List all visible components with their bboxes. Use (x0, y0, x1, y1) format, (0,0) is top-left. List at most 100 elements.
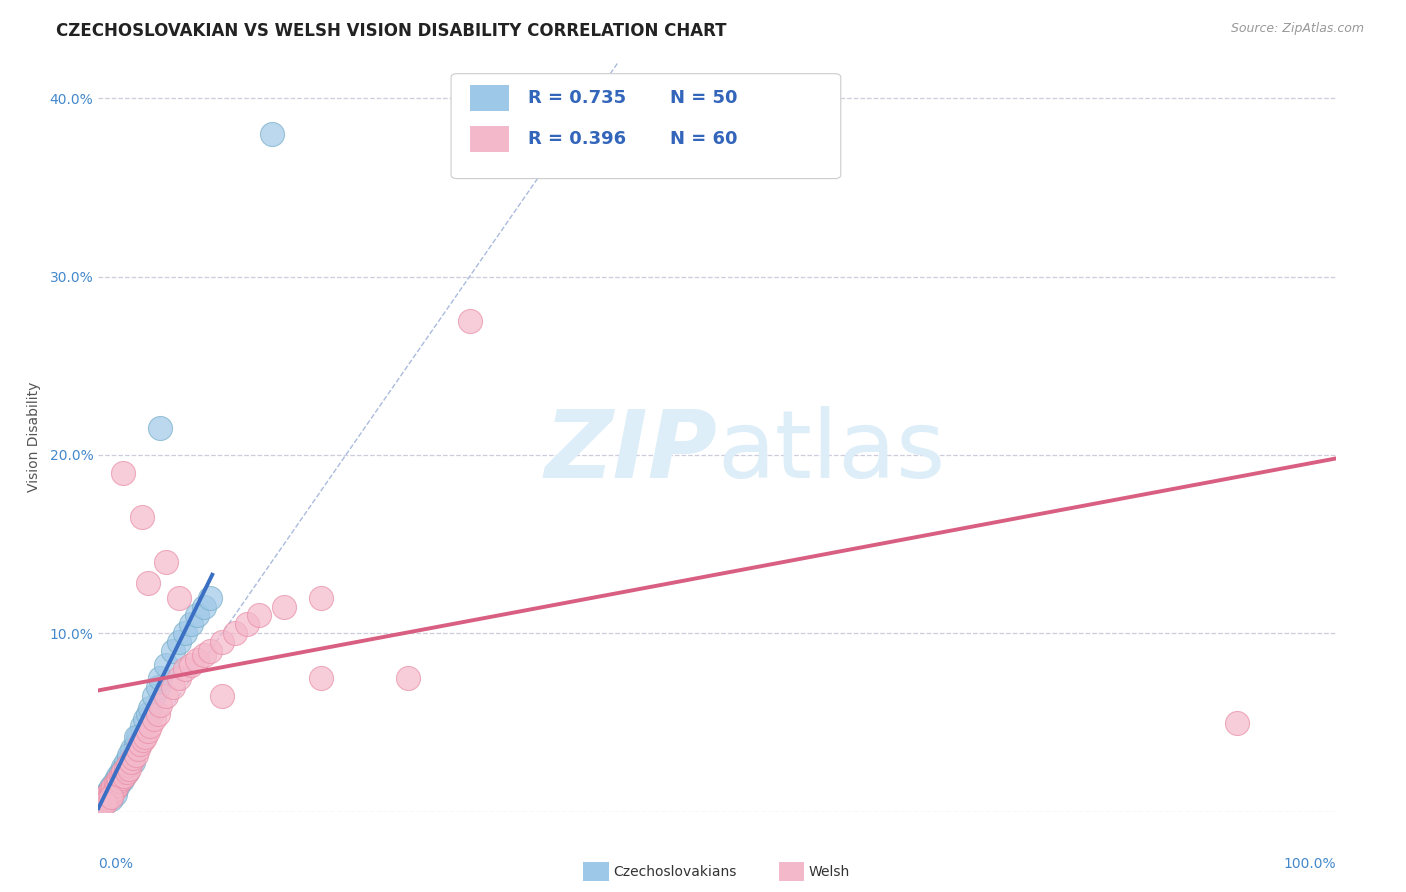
Point (124, 730, 146, 744)
Point (93, 790, 115, 805)
Point (111, 771, 134, 785)
Point (93, 797, 115, 812)
Point (186, 608, 208, 623)
Point (136, 576, 159, 591)
Point (105, 780, 128, 794)
Point (114, 762, 136, 776)
Point (117, 758, 139, 772)
Point (458, 314, 481, 328)
Point (112, 466, 135, 480)
Point (104, 776, 127, 790)
Point (115, 765, 138, 780)
Point (111, 772, 134, 787)
Point (134, 712, 156, 726)
Point (110, 765, 132, 780)
Point (97, 789, 120, 803)
Point (236, 617, 259, 632)
Text: R = 0.735: R = 0.735 (527, 88, 626, 107)
FancyBboxPatch shape (451, 74, 841, 178)
Point (162, 644, 184, 658)
Point (101, 785, 124, 799)
Point (193, 599, 215, 614)
Point (118, 762, 141, 776)
Point (180, 617, 202, 632)
Point (139, 701, 162, 715)
Point (174, 626, 197, 640)
Point (180, 658, 202, 673)
Point (114, 755, 136, 769)
Point (97, 785, 120, 799)
Point (162, 680, 184, 694)
Point (211, 635, 233, 649)
Point (108, 776, 131, 790)
Point (107, 772, 129, 787)
Point (101, 781, 124, 796)
Point (155, 658, 177, 673)
Point (132, 733, 155, 747)
Point (149, 698, 172, 712)
Point (167, 671, 190, 685)
FancyBboxPatch shape (470, 85, 509, 112)
Point (96, 792, 118, 806)
Text: R = 0.396: R = 0.396 (527, 130, 626, 148)
Text: ZIP: ZIP (544, 406, 717, 498)
Point (121, 742, 143, 756)
Point (91, 797, 114, 812)
Point (139, 719, 162, 733)
Point (105, 778, 128, 792)
Point (112, 769, 135, 783)
Point (174, 662, 197, 676)
Y-axis label: Vision Disability: Vision Disability (27, 382, 41, 492)
FancyBboxPatch shape (470, 126, 509, 153)
Point (118, 747, 141, 762)
Point (167, 635, 190, 649)
Point (211, 689, 233, 703)
Point (149, 671, 172, 685)
Point (224, 626, 246, 640)
Point (146, 680, 169, 694)
Point (91, 796, 114, 810)
Point (127, 742, 149, 756)
Point (110, 769, 132, 783)
Text: 100.0%: 100.0% (1284, 856, 1336, 871)
Point (122, 755, 145, 769)
Point (104, 772, 127, 787)
Point (112, 769, 135, 783)
Point (247, 608, 270, 623)
Point (136, 706, 159, 721)
Point (309, 591, 332, 605)
Point (93, 794, 115, 808)
Point (1226, 715, 1249, 730)
Point (112, 760, 135, 774)
Point (134, 730, 156, 744)
Text: Source: ZipAtlas.com: Source: ZipAtlas.com (1230, 22, 1364, 36)
Point (107, 769, 129, 783)
Point (155, 689, 177, 703)
Point (100, 780, 122, 794)
Point (124, 747, 146, 762)
Point (100, 783, 122, 797)
Point (198, 591, 221, 605)
Point (115, 765, 138, 780)
Point (260, 127, 283, 141)
Point (103, 778, 125, 792)
Point (149, 421, 172, 435)
Point (309, 671, 332, 685)
Point (93, 796, 115, 810)
Point (98, 789, 121, 803)
Point (186, 653, 208, 667)
Text: Czechoslovakians: Czechoslovakians (613, 865, 737, 880)
Point (129, 737, 152, 751)
Point (103, 780, 125, 794)
Point (273, 599, 295, 614)
Point (97, 787, 120, 801)
Point (112, 764, 135, 778)
Point (96, 787, 118, 801)
Point (103, 781, 125, 796)
Point (136, 724, 159, 739)
Point (146, 706, 169, 721)
Point (167, 591, 190, 605)
Text: N = 60: N = 60 (671, 130, 738, 148)
Point (124, 737, 146, 751)
Point (143, 712, 166, 726)
